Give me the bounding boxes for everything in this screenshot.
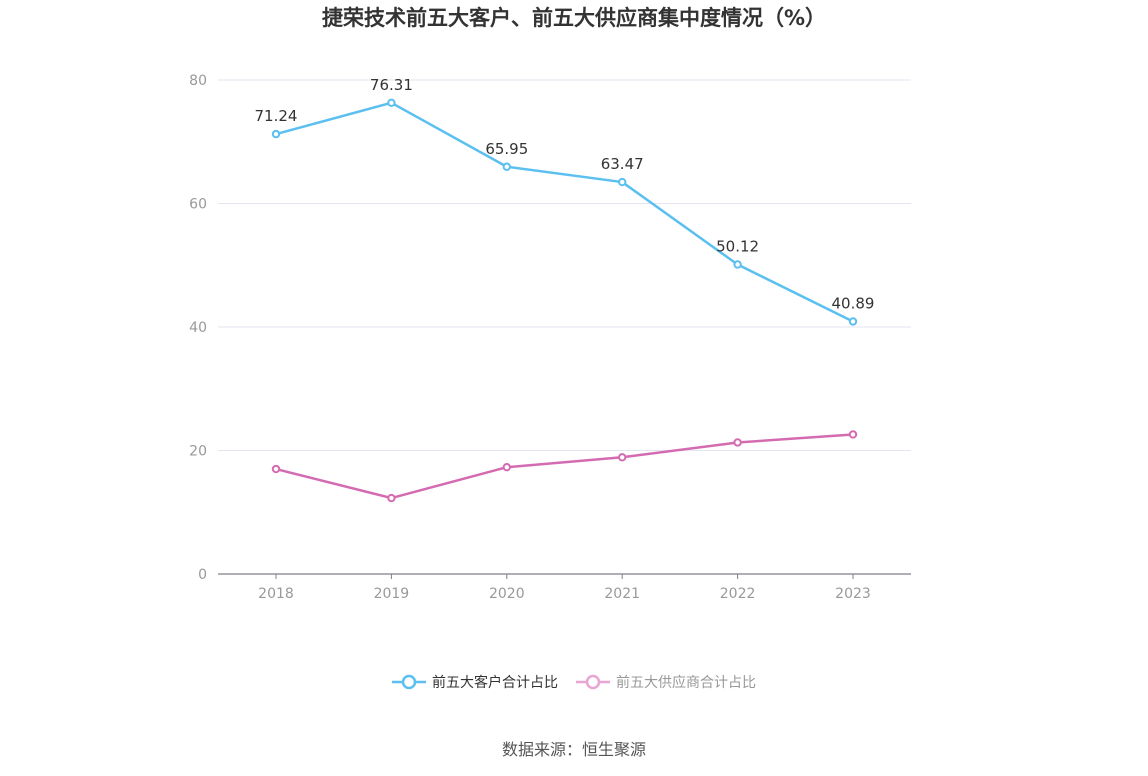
- series-2-point: [271, 464, 281, 474]
- legend: 前五大客户合计占比 前五大供应商合计占比: [0, 672, 1148, 692]
- y-tick-label: 80: [189, 73, 207, 89]
- series-1-data-label: 40.89: [832, 295, 875, 313]
- x-tick-label: 2023: [835, 586, 871, 602]
- data-label-layer: 71.24 76.31 65.95 63.47 50.12 40.89: [255, 76, 875, 313]
- series-1-point: [271, 129, 281, 139]
- legend-suppliers-marker-icon: [576, 674, 610, 690]
- x-tick-label: 2022: [720, 586, 756, 602]
- chart-title: 捷荣技术前五大客户、前五大供应商集中度情况（%）: [321, 6, 827, 30]
- legend-customers-label: 前五大客户合计占比: [432, 675, 558, 691]
- series-2-point: [387, 493, 396, 503]
- y-tick-label: 0: [198, 567, 207, 583]
- series-1-data-label: 71.24: [255, 107, 298, 125]
- legend-item-suppliers[interactable]: 前五大供应商合计占比: [576, 672, 756, 692]
- series-1-point: [502, 162, 511, 171]
- source-note: 数据来源：恒生聚源: [501, 740, 646, 759]
- x-tick-label: 2021: [604, 586, 640, 602]
- legend-customers-marker-icon: [392, 674, 426, 690]
- x-tick-label: 2019: [374, 586, 410, 602]
- y-tick-label: 60: [189, 197, 207, 213]
- series-1-data-label: 76.31: [370, 76, 413, 94]
- y-tick-label: 20: [189, 444, 207, 460]
- y-tick-label: 40: [189, 320, 207, 336]
- series-layer: [271, 98, 858, 503]
- series-1-point: [387, 98, 396, 107]
- legend-item-customers[interactable]: 前五大客户合计占比: [392, 672, 558, 692]
- series-1-point: [848, 317, 858, 326]
- series-2-point: [733, 438, 742, 447]
- series-line-2: [275, 433, 854, 500]
- x-tick-label: 2018: [258, 586, 294, 602]
- series-1-data-label: 50.12: [716, 238, 759, 256]
- axis-layer: 0 20 40 60 80 2018 2019 2020 2021 2022 2023: [189, 73, 911, 602]
- x-tick-label: 2020: [489, 586, 525, 602]
- series-line-1: [275, 101, 854, 323]
- legend-suppliers-label: 前五大供应商合计占比: [616, 675, 756, 691]
- grid-layer: [218, 79, 911, 451]
- series-2-point: [618, 453, 627, 462]
- series-1-data-label: 65.95: [485, 140, 528, 158]
- series-1-point: [733, 260, 742, 269]
- series-2-point: [502, 462, 511, 472]
- series-1-point: [618, 177, 627, 187]
- series-1-data-label: 63.47: [601, 155, 644, 173]
- series-2-point: [848, 430, 858, 439]
